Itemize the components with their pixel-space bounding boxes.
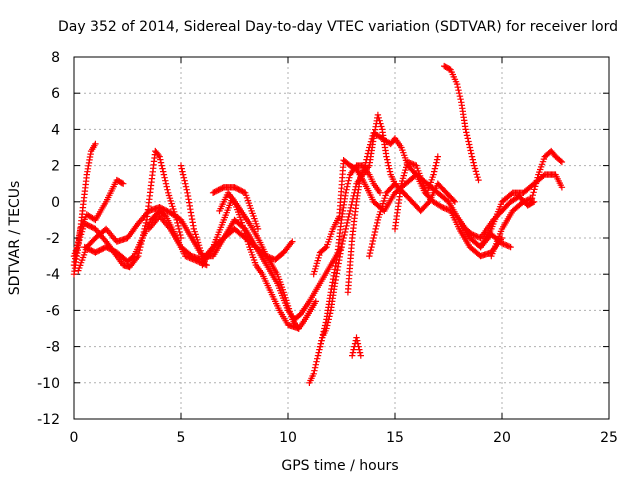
- y-tick-label: 8: [51, 50, 60, 66]
- data-point-markers: [316, 162, 384, 350]
- x-tick-label: 20: [493, 430, 511, 446]
- data-point-markers: [366, 180, 459, 260]
- y-tick-label: 2: [51, 159, 60, 175]
- series-track-9: [209, 184, 262, 233]
- x-tick-label: 10: [279, 430, 297, 446]
- data-point-markers: [344, 129, 506, 296]
- data-point-markers: [349, 334, 364, 359]
- series-track-15: [349, 334, 364, 359]
- series-track-16: [366, 180, 459, 260]
- data-point-markers: [209, 184, 262, 233]
- grid: [74, 57, 609, 419]
- series-track-18: [441, 62, 482, 184]
- y-tick-label: -10: [37, 376, 60, 392]
- series-track-17: [391, 153, 441, 233]
- data-point-markers: [391, 153, 441, 233]
- y-tick-label: -6: [46, 303, 60, 319]
- y-tick-label: 4: [51, 122, 60, 138]
- y-tick-label: 0: [51, 195, 60, 211]
- y-tick-label: -12: [37, 412, 60, 428]
- data-point-markers: [70, 147, 185, 271]
- ticks: [73, 56, 610, 420]
- data-point-markers: [441, 62, 482, 184]
- y-tick-label: 6: [51, 86, 60, 102]
- data-series: [70, 62, 566, 386]
- data-point-markers: [75, 204, 206, 274]
- series-track-3: [70, 147, 185, 271]
- x-tick-label: 15: [386, 430, 404, 446]
- series-track-21: [456, 193, 538, 242]
- tick-labels: 0 5 10 15 20 25 -12 -10 -8 -6 -4 -2 0 2 4 6 8: [37, 50, 618, 446]
- series-track-12: [316, 162, 384, 350]
- y-tick-label: -4: [46, 267, 60, 283]
- y-tick-label: -8: [46, 340, 60, 356]
- y-axis-label: SDTVAR / TECUs: [7, 181, 23, 296]
- series-track-14: [344, 129, 506, 296]
- data-point-markers: [216, 189, 302, 332]
- x-axis-label: GPS time / hours: [281, 458, 398, 474]
- series-track-10: [216, 189, 302, 332]
- series-track-4: [75, 204, 206, 274]
- chart-title: Day 352 of 2014, Sidereal Day-to-day VTE…: [58, 19, 618, 35]
- x-tick-label: 5: [177, 430, 186, 446]
- x-tick-label: 0: [70, 430, 79, 446]
- x-tick-label: 25: [600, 430, 618, 446]
- y-tick-label: -2: [46, 231, 60, 247]
- data-point-markers: [456, 193, 538, 242]
